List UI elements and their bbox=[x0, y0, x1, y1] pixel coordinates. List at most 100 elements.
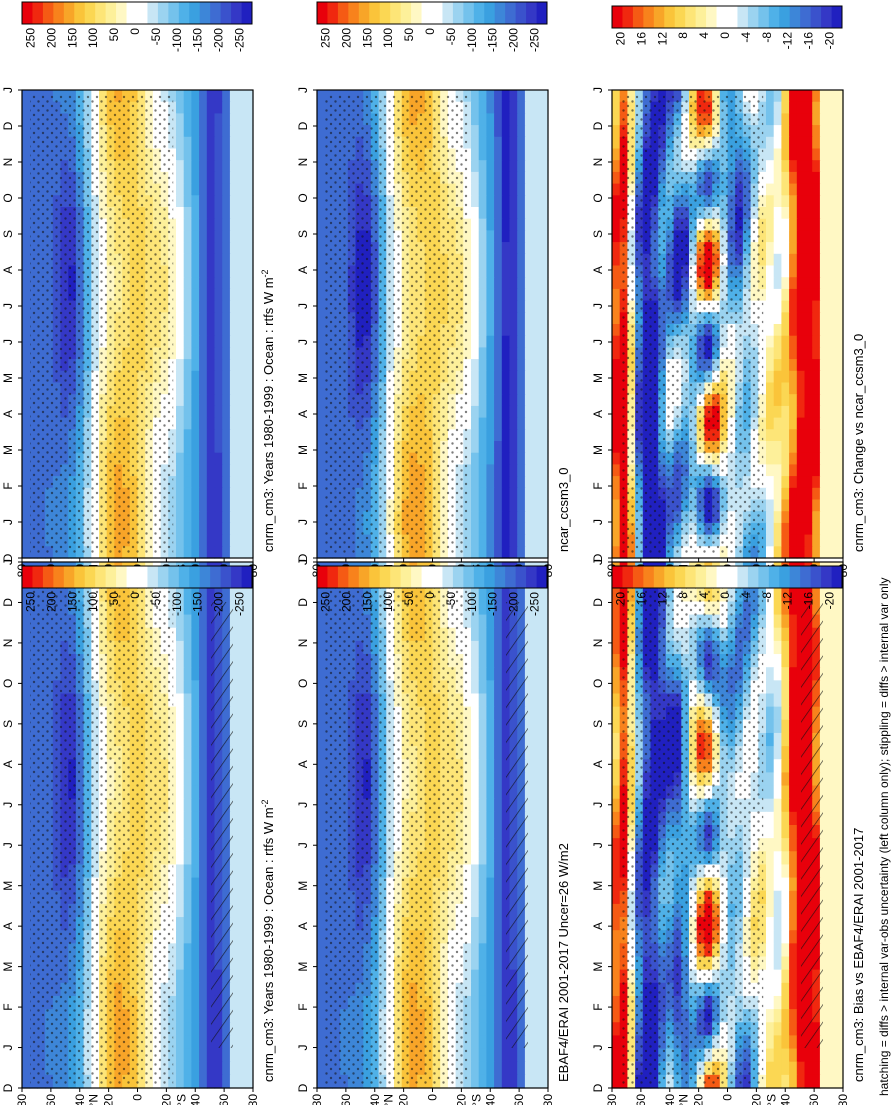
heatmap-cell bbox=[540, 429, 548, 441]
heatmap-cell bbox=[479, 799, 487, 813]
heatmap-cell bbox=[176, 476, 184, 488]
heatmap-cell bbox=[176, 996, 184, 1010]
heatmap-cell bbox=[176, 324, 184, 336]
heatmap-cell bbox=[176, 535, 184, 547]
heatmap-cell bbox=[222, 383, 230, 395]
heatmap-cell bbox=[525, 312, 533, 324]
heatmap-cell bbox=[22, 799, 30, 813]
heatmap-cell bbox=[176, 336, 184, 348]
heatmap-cell bbox=[540, 277, 548, 289]
heatmap-cell bbox=[222, 488, 230, 500]
heatmap-cell bbox=[176, 930, 184, 944]
heatmap-cell bbox=[191, 195, 199, 207]
heatmap-cell bbox=[245, 125, 253, 137]
heatmap-cell bbox=[494, 464, 502, 476]
heatmap-cell bbox=[479, 242, 487, 254]
heatmap-cell bbox=[222, 1062, 230, 1076]
heatmap-cell bbox=[525, 219, 533, 231]
heatmap-cell bbox=[471, 1009, 479, 1023]
heatmap-cell bbox=[471, 511, 479, 523]
heatmap-cell bbox=[471, 970, 479, 984]
heatmap-cell bbox=[494, 453, 502, 465]
lat-tick-label: 60 bbox=[339, 1094, 353, 1105]
heatmap-cell bbox=[199, 667, 207, 681]
heatmap-cell bbox=[215, 464, 223, 476]
heatmap-cell bbox=[479, 453, 487, 465]
heatmap-cell bbox=[199, 930, 207, 944]
heatmap-cell bbox=[191, 511, 199, 523]
heatmap-cell bbox=[238, 383, 246, 395]
heatmap-cell bbox=[22, 476, 30, 488]
heatmap-cell bbox=[191, 230, 199, 242]
heatmap-cell bbox=[317, 347, 325, 359]
heatmap-cell bbox=[502, 242, 510, 254]
heatmap-cell bbox=[486, 464, 494, 476]
heatmap-cell bbox=[517, 160, 525, 172]
heatmap-cell bbox=[517, 207, 525, 219]
heatmap-cell bbox=[479, 347, 487, 359]
heatmap-cell bbox=[510, 312, 518, 324]
heatmap-cell bbox=[525, 500, 533, 512]
heatmap-cell bbox=[486, 394, 494, 406]
heatmap-cell bbox=[22, 137, 30, 149]
heatmap-cell bbox=[479, 1075, 487, 1089]
heatmap-cell bbox=[207, 453, 215, 465]
heatmap-cell bbox=[533, 1035, 541, 1049]
heatmap-cell bbox=[245, 394, 253, 406]
heatmap-cell bbox=[207, 301, 215, 313]
heatmap-cell bbox=[199, 523, 207, 535]
heatmap-cell bbox=[176, 957, 184, 971]
heatmap-cell bbox=[502, 289, 510, 301]
heatmap-cell bbox=[525, 429, 533, 441]
heatmap-cell bbox=[191, 891, 199, 905]
heatmap-cell bbox=[245, 149, 253, 161]
heatmap-cell bbox=[215, 406, 223, 418]
heatmap-cell bbox=[238, 230, 246, 242]
heatmap-cell bbox=[222, 207, 230, 219]
heatmap-cell bbox=[525, 160, 533, 172]
heatmap-cell bbox=[176, 429, 184, 441]
heatmap-cell bbox=[22, 746, 30, 760]
heatmap-cell bbox=[479, 720, 487, 734]
heatmap-cell bbox=[510, 149, 518, 161]
month-tick-label: N bbox=[296, 639, 310, 648]
heatmap-cell bbox=[22, 707, 30, 721]
heatmap-cell bbox=[245, 641, 253, 655]
heatmap-cell bbox=[245, 812, 253, 826]
heatmap-cell bbox=[176, 301, 184, 313]
heatmap-cell bbox=[176, 772, 184, 786]
heatmap-cell bbox=[479, 359, 487, 371]
heatmap-cell bbox=[471, 654, 479, 668]
heatmap-cell bbox=[176, 1075, 184, 1089]
heatmap-cell bbox=[199, 289, 207, 301]
heatmap-cell bbox=[191, 336, 199, 348]
heatmap-cell bbox=[471, 957, 479, 971]
heatmap-cell bbox=[510, 546, 518, 558]
month-tick-label: A bbox=[1, 410, 15, 418]
heatmap-cell bbox=[317, 359, 325, 371]
heatmap-cell bbox=[517, 219, 525, 231]
heatmap-cell bbox=[540, 500, 548, 512]
heatmap-cell bbox=[191, 184, 199, 196]
heatmap-cell bbox=[540, 1075, 548, 1089]
heatmap-cell bbox=[184, 406, 192, 418]
heatmap-cell bbox=[502, 301, 510, 313]
heatmap-cell bbox=[199, 1075, 207, 1089]
heatmap-cell bbox=[494, 230, 502, 242]
heatmap-cell bbox=[184, 864, 192, 878]
heatmap-cell bbox=[222, 195, 230, 207]
heatmap-cell bbox=[317, 383, 325, 395]
heatmap-cell bbox=[22, 1009, 30, 1023]
heatmap-cell bbox=[22, 1022, 30, 1036]
heatmap-cell bbox=[525, 464, 533, 476]
heatmap-cell bbox=[215, 1062, 223, 1076]
heatmap-cell bbox=[22, 102, 30, 114]
heatmap-cell bbox=[540, 266, 548, 278]
heatmap-cell bbox=[317, 1009, 325, 1023]
heatmap-cell bbox=[199, 464, 207, 476]
heatmap-cell bbox=[207, 359, 215, 371]
heatmap-cell bbox=[525, 441, 533, 453]
heatmap-cell bbox=[22, 957, 30, 971]
heatmap-cell bbox=[176, 943, 184, 957]
heatmap-cell bbox=[317, 254, 325, 266]
